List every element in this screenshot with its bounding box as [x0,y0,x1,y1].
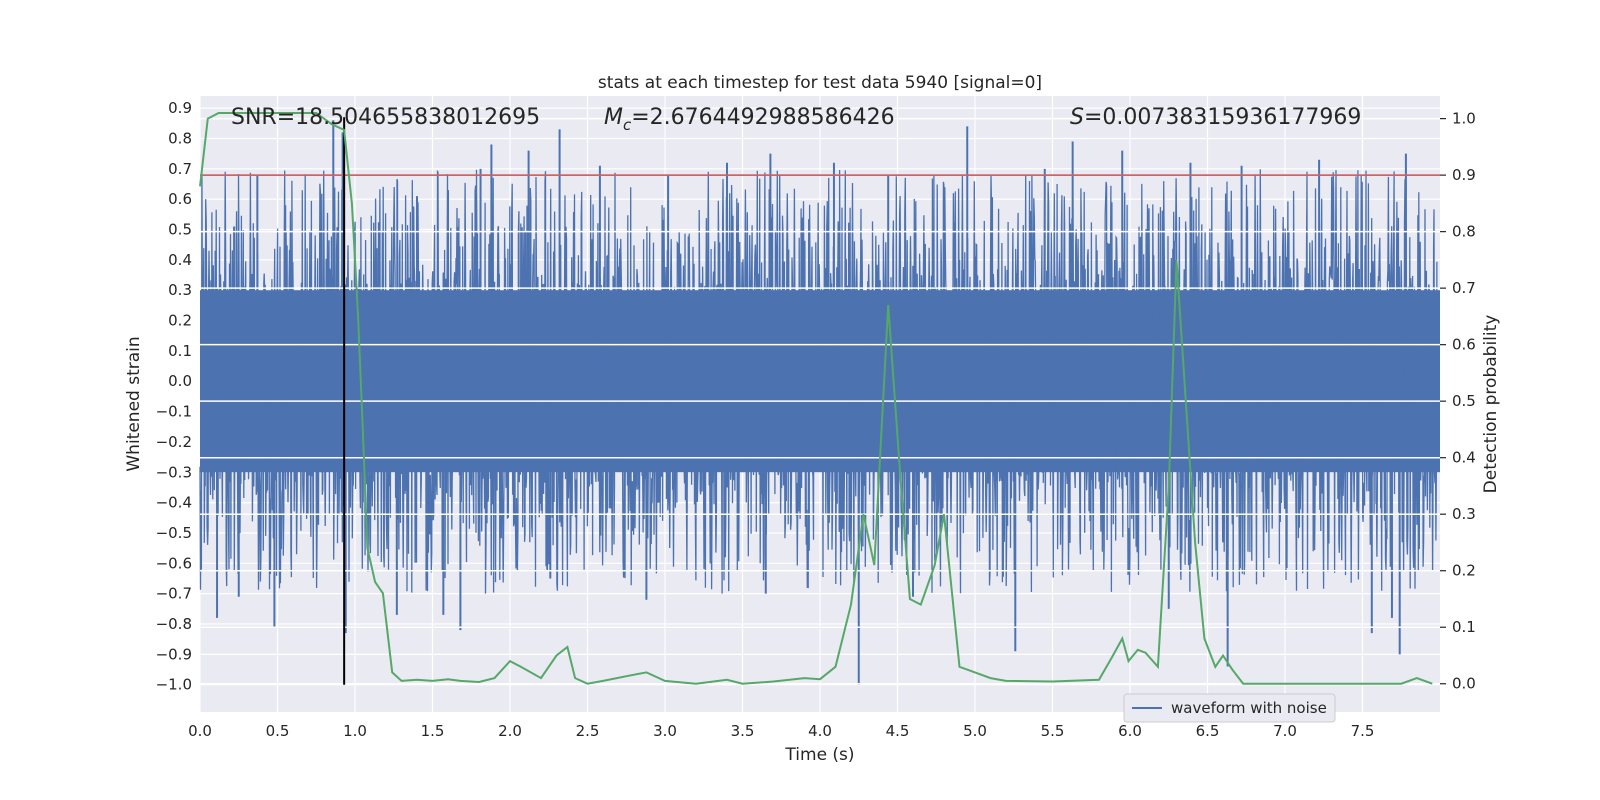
s-symbol: S [1070,105,1084,130]
y-tick-label: 0.0 [168,372,192,390]
y-tick-label: 0.3 [168,281,192,299]
x-tick-label: 6.5 [1196,722,1220,740]
x-tick-label: 7.0 [1273,722,1297,740]
noise-path [199,169,1438,594]
chirp-mass-value: =2.6764492988586426 [631,105,894,130]
y-tick-label: −0.8 [156,615,192,633]
y2-tick-label: 0.4 [1452,449,1476,467]
y2-tick-label: 1.0 [1452,110,1476,128]
y-tick-label: −1.0 [156,676,192,694]
x-tick-label: 5.0 [963,722,987,740]
y-tick-label: 0.2 [168,312,192,330]
x-tick-label: 7.5 [1351,722,1375,740]
chirp-mass-annotation: Mc=2.6764492988586426 [604,105,895,134]
x-tick-label: 2.5 [576,722,600,740]
y-tick-label: −0.6 [156,554,192,572]
y-tick-label: 0.4 [168,251,192,269]
x-tick-label: 4.5 [886,722,910,740]
y2-axis-ticks: 1.0 0.9 0.8 0.7 0.6 0.5 0.4 0.3 0.2 0.1 0.0 [1440,110,1476,693]
x-axis-ticks: 0.0 0.5 1.0 1.5 2.0 2.5 3.0 3.5 4.0 4.5 5.0 5.5 6.0 6… [188,722,1374,740]
s-value: =0.00738315936177969 [1084,105,1361,130]
y2-tick-label: 0.5 [1452,392,1476,410]
y2-tick-label: 0.3 [1452,505,1476,523]
y-tick-label: −0.3 [156,463,192,481]
y2-tick-label: 0.0 [1452,675,1476,693]
noise-spikes [214,120,1407,685]
x-tick-label: 0.0 [188,722,212,740]
y2-tick-label: 0.8 [1452,223,1476,241]
snr-annotation: SNR=18.504655838012695 [231,105,540,130]
y2-axis-label: Detection probability [1481,315,1501,494]
y2-tick-label: 0.1 [1452,618,1476,636]
y-tick-label: −0.1 [156,403,192,421]
y-tick-label: 0.6 [168,190,192,208]
legend-label: waveform with noise [1171,699,1327,717]
chart-title: stats at each timestep for test data 594… [598,73,1042,93]
y-tick-label: −0.2 [156,433,192,451]
noise-series [199,120,1440,685]
y2-tick-label: 0.2 [1452,562,1476,580]
y2-tick-label: 0.9 [1452,166,1476,184]
detection-probability-line [199,112,1433,685]
x-tick-label: 4.0 [808,722,832,740]
y-tick-label: 0.7 [168,160,192,178]
y-tick-label: 0.9 [168,99,192,117]
chirp-mass-symbol: M [604,105,623,130]
y2-tick-label: 0.7 [1452,279,1476,297]
y-axis-label: Whitened strain [124,336,144,471]
x-tick-label: 1.0 [343,722,367,740]
x-tick-label: 1.5 [421,722,445,740]
y-tick-label: −0.9 [156,645,192,663]
y-axis-ticks: 0.9 0.8 0.7 0.6 0.5 0.4 0.3 0.2 0.1 0.0 −0.1 −0.2 −0… [156,99,192,694]
x-tick-label: 2.0 [498,722,522,740]
s-annotation: S=0.00738315936177969 [1070,105,1361,130]
y-tick-label: −0.7 [156,585,192,603]
x-tick-label: 0.5 [266,722,290,740]
y-tick-label: 0.8 [168,129,192,147]
y-tick-label: 0.1 [168,342,192,360]
legend: waveform with noise [1123,693,1336,723]
x-tick-label: 5.5 [1041,722,1065,740]
y-tick-label: −0.4 [156,494,192,512]
legend-box [1123,693,1336,723]
y2-tick-label: 0.6 [1452,336,1476,354]
y-tick-label: 0.5 [168,221,192,239]
x-tick-label: 6.0 [1118,722,1142,740]
x-axis-label: Time (s) [784,745,854,765]
chirp-mass-subscript: c [623,116,632,134]
x-tick-label: 3.0 [653,722,677,740]
y-tick-label: −0.5 [156,524,192,542]
x-tick-label: 3.5 [731,722,755,740]
